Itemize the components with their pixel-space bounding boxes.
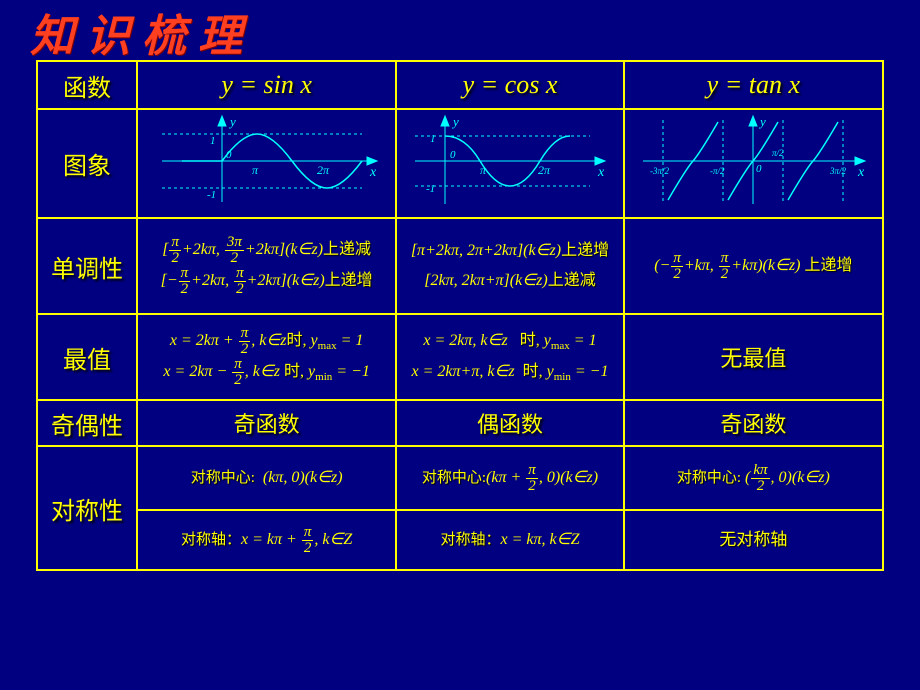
header-tan: y = tan x [624, 61, 883, 109]
extrema-cos: x = 2kπ, k∈z 时, ymax = 1 x = 2kπ+π, k∈z … [396, 314, 623, 400]
svg-text:π/2: π/2 [772, 148, 784, 158]
row-graph: 图象 y x 0 1 -1 π 2π [37, 109, 883, 218]
row-parity: 奇偶性 奇函数 偶函数 奇函数 [37, 400, 883, 446]
symmetry-cos-center: 对称中心:(kπ + π2, 0)(k∈z) [396, 446, 623, 510]
symmetry-cos-axis: 对称轴：x = kπ, k∈Z [396, 510, 623, 570]
svg-text:x: x [597, 165, 605, 180]
svg-text:y: y [451, 114, 459, 129]
extrema-tan: 无最值 [624, 314, 883, 400]
svg-text:0: 0 [756, 163, 762, 175]
extrema-sin: x = 2kπ + π2, k∈z时, ymax = 1 x = 2kπ − π… [137, 314, 396, 400]
row-symmetry-axis: 对称轴：x = kπ + π2, k∈Z 对称轴：x = kπ, k∈Z 无对称… [37, 510, 883, 570]
monotone-cos: [π+2kπ, 2π+2kπ](k∈z)上递增 [2kπ, 2kπ+π](k∈z… [396, 218, 623, 314]
graph-sin: y x 0 1 -1 π 2π [137, 109, 396, 218]
parity-sin: 奇函数 [137, 400, 396, 446]
svg-text:2π: 2π [538, 163, 551, 177]
header-sin: y = sin x [137, 61, 396, 109]
svg-text:0: 0 [226, 149, 232, 161]
trig-properties-table: 函数 y = sin x y = cos x y = tan x 图象 y x … [36, 60, 884, 571]
parity-cos: 偶函数 [396, 400, 623, 446]
symmetry-sin-center: 对称中心: (kπ, 0)(k∈z) [137, 446, 396, 510]
parity-tan: 奇函数 [624, 400, 883, 446]
page-title: 知识梳理 [30, 0, 254, 64]
label-parity: 奇偶性 [37, 400, 137, 446]
svg-text:2π: 2π [317, 163, 330, 177]
svg-text:-1: -1 [207, 189, 216, 201]
label-extrema: 最值 [37, 314, 137, 400]
svg-text:y: y [758, 114, 766, 129]
graph-tan: y x 0 -3π/2 -π/2 π/2 3π/2 [624, 109, 883, 218]
label-monotone: 单调性 [37, 218, 137, 314]
svg-text:π: π [252, 163, 259, 177]
svg-text:-π/2: -π/2 [710, 166, 725, 176]
svg-text:-3π/2: -3π/2 [650, 166, 670, 176]
svg-text:1: 1 [430, 133, 436, 145]
header-cos: y = cos x [396, 61, 623, 109]
svg-text:0: 0 [450, 149, 456, 161]
monotone-tan: (−π2+kπ, π2+kπ)(k∈z) 上递增 [624, 218, 883, 314]
svg-text:3π/2: 3π/2 [829, 166, 847, 176]
label-symmetry: 对称性 [37, 446, 137, 570]
header-function: 函数 [37, 61, 137, 109]
row-monotone: 单调性 [π2+2kπ, 3π2+2kπ](k∈z)上递减 [−π2+2kπ, … [37, 218, 883, 314]
label-graph: 图象 [37, 109, 137, 218]
symmetry-tan-axis: 无对称轴 [624, 510, 883, 570]
svg-text:1: 1 [210, 135, 216, 147]
svg-text:x: x [857, 165, 865, 180]
svg-text:π: π [480, 163, 487, 177]
table-header-row: 函数 y = sin x y = cos x y = tan x [37, 61, 883, 109]
svg-text:x: x [369, 165, 377, 180]
svg-text:-1: -1 [426, 183, 435, 195]
graph-cos: y x 0 1 -1 π 2π [396, 109, 623, 218]
row-symmetry-center: 对称性 对称中心: (kπ, 0)(k∈z) 对称中心:(kπ + π2, 0)… [37, 446, 883, 510]
svg-text:y: y [228, 114, 236, 129]
monotone-sin: [π2+2kπ, 3π2+2kπ](k∈z)上递减 [−π2+2kπ, π2+2… [137, 218, 396, 314]
row-extrema: 最值 x = 2kπ + π2, k∈z时, ymax = 1 x = 2kπ … [37, 314, 883, 400]
symmetry-sin-axis: 对称轴：x = kπ + π2, k∈Z [137, 510, 396, 570]
symmetry-tan-center: 对称中心: (kπ2, 0)(k∈z) [624, 446, 883, 510]
